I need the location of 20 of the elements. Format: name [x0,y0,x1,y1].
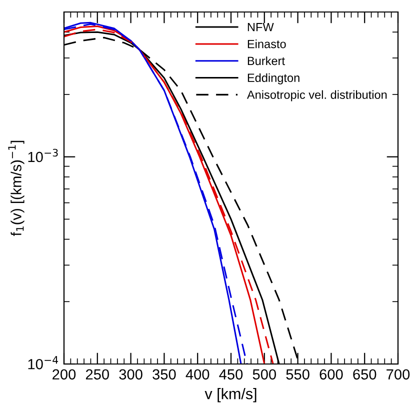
x-tick-label: 450 [219,369,243,380]
legend-label: Burkert [248,56,285,66]
legend-label: Einasto [248,40,286,48]
legend-label: NFW [248,23,274,32]
x-tick-label: 700 [386,369,410,380]
y-axis-title: f$_{1}$(v) [(km/s)$^{−1}$] [8,140,24,236]
legend-label: Anisotropic vel. distribution [246,90,387,102]
x-tick-label: 400 [186,369,210,380]
legend-label: Eddington [248,73,300,84]
x-tick-label: 350 [152,369,176,380]
x-tick-label: 250 [86,369,109,380]
x-tick-label: 550 [286,369,310,380]
x-tick-label: 600 [320,369,343,380]
x-tick-label: 200 [52,369,76,380]
y-tick-label: 10$^{−3}$ [28,148,58,162]
x-tick-label: 650 [353,369,376,380]
x-tick-label: 500 [252,369,276,380]
y-tick-label: 10$^{−4}$ [28,356,58,370]
x-tick-label: 300 [119,369,142,380]
x-axis-title: v [km/s] [204,388,256,402]
